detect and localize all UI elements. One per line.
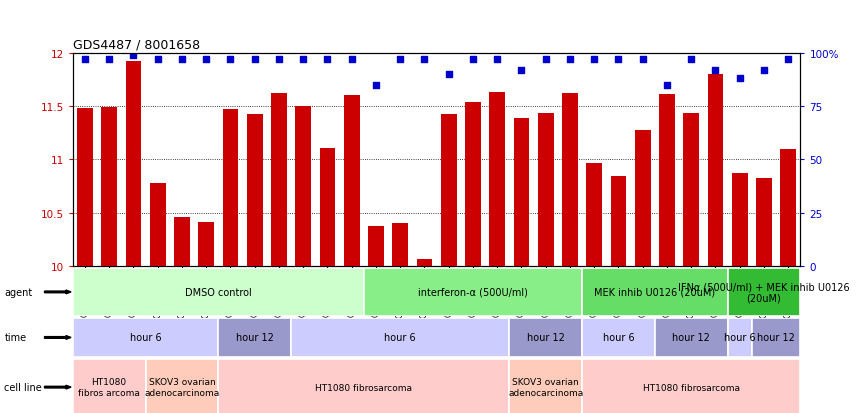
Text: DMSO control: DMSO control	[185, 287, 252, 297]
Point	[296, 57, 310, 63]
Point	[563, 57, 577, 63]
Bar	[73, 268, 364, 316]
Bar	[364, 268, 582, 316]
Point	[78, 57, 92, 63]
Point	[757, 67, 770, 74]
Point	[611, 57, 625, 63]
Text: SKOV3 ovarian
adenocarcinoma: SKOV3 ovarian adenocarcinoma	[508, 377, 583, 397]
Bar	[344, 96, 360, 266]
Bar	[73, 318, 218, 357]
Point	[684, 57, 698, 63]
Point	[514, 67, 528, 74]
Text: hour 6: hour 6	[603, 332, 634, 343]
Text: hour 12: hour 12	[526, 332, 565, 343]
Bar	[417, 259, 432, 266]
Bar	[223, 110, 238, 266]
Point	[175, 57, 188, 63]
Bar	[509, 318, 582, 357]
Text: hour 6: hour 6	[130, 332, 161, 343]
Bar	[756, 178, 772, 266]
Text: HT1080 fibrosarcoma: HT1080 fibrosarcoma	[315, 383, 413, 392]
Bar	[582, 318, 655, 357]
Point	[247, 57, 261, 63]
Point	[103, 57, 116, 63]
Bar	[490, 93, 505, 266]
Bar	[728, 318, 752, 357]
Bar	[509, 359, 582, 413]
Point	[587, 57, 601, 63]
Bar	[77, 109, 92, 266]
Text: IFNα (500U/ml) + MEK inhib U0126
(20uM): IFNα (500U/ml) + MEK inhib U0126 (20uM)	[678, 281, 850, 303]
Bar	[271, 94, 287, 266]
Bar	[514, 119, 529, 266]
Bar	[291, 318, 509, 357]
Bar	[146, 359, 218, 413]
Bar	[101, 108, 117, 266]
Point	[320, 57, 334, 63]
Bar	[610, 177, 627, 266]
Point	[709, 67, 722, 74]
Text: hour 6: hour 6	[384, 332, 416, 343]
Point	[369, 82, 383, 89]
Bar	[683, 113, 699, 266]
Text: GDS4487 / 8001658: GDS4487 / 8001658	[73, 38, 200, 51]
Bar	[319, 148, 336, 266]
Text: hour 6: hour 6	[724, 332, 756, 343]
Point	[345, 57, 359, 63]
Bar	[732, 174, 747, 266]
Text: time: time	[4, 332, 27, 343]
Bar	[441, 114, 456, 266]
Point	[466, 57, 479, 63]
Text: hour 12: hour 12	[235, 332, 274, 343]
Bar	[582, 268, 728, 316]
Bar	[562, 94, 578, 266]
Text: hour 12: hour 12	[758, 332, 795, 343]
Bar	[728, 268, 800, 316]
Bar	[392, 224, 408, 266]
Bar	[465, 102, 481, 266]
Point	[393, 57, 407, 63]
Bar	[708, 75, 723, 266]
Bar	[199, 223, 214, 266]
Bar	[659, 95, 675, 266]
Point	[223, 57, 237, 63]
Point	[272, 57, 286, 63]
Bar	[218, 318, 291, 357]
Bar	[655, 318, 728, 357]
Text: HT1080 fibrosarcoma: HT1080 fibrosarcoma	[643, 383, 740, 392]
Text: HT1080
fibros arcoma: HT1080 fibros arcoma	[78, 377, 140, 397]
Point	[127, 52, 140, 59]
Text: cell line: cell line	[4, 382, 42, 392]
Text: hour 12: hour 12	[672, 332, 710, 343]
Text: SKOV3 ovarian
adenocarcinoma: SKOV3 ovarian adenocarcinoma	[145, 377, 219, 397]
Bar	[781, 150, 796, 266]
Bar	[582, 359, 800, 413]
Point	[151, 57, 164, 63]
Point	[199, 57, 213, 63]
Point	[660, 82, 674, 89]
Bar	[635, 130, 651, 266]
Bar	[368, 226, 383, 266]
Text: MEK inhib U0126 (20uM): MEK inhib U0126 (20uM)	[594, 287, 716, 297]
Bar	[295, 107, 311, 266]
Point	[418, 57, 431, 63]
Point	[442, 72, 455, 78]
Bar	[218, 359, 509, 413]
Bar	[538, 113, 554, 266]
Bar	[752, 318, 800, 357]
Bar	[586, 163, 602, 266]
Bar	[150, 183, 165, 266]
Text: interferon-α (500U/ml): interferon-α (500U/ml)	[418, 287, 528, 297]
Bar	[174, 218, 190, 266]
Bar	[126, 62, 141, 266]
Point	[636, 57, 650, 63]
Point	[490, 57, 504, 63]
Point	[733, 76, 746, 83]
Bar	[247, 114, 263, 266]
Text: agent: agent	[4, 287, 33, 297]
Point	[782, 57, 795, 63]
Point	[538, 57, 552, 63]
Bar	[73, 359, 146, 413]
